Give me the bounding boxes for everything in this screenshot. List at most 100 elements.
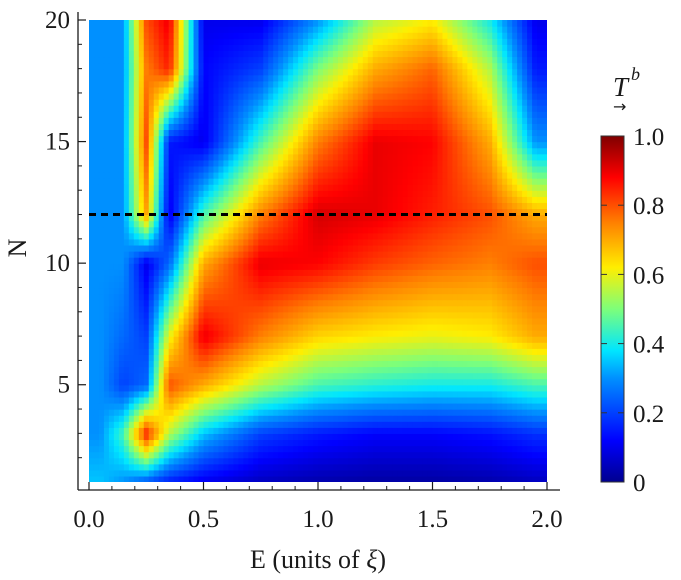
heatmap-cell xyxy=(303,311,309,319)
heatmap-cell xyxy=(492,402,498,410)
heatmap-cell xyxy=(347,451,354,459)
heatmap-cell xyxy=(98,202,105,210)
heatmap-cell xyxy=(178,354,185,362)
heatmap-cell xyxy=(332,463,339,471)
heatmap-cell xyxy=(472,323,478,331)
heatmap-cell xyxy=(263,257,269,264)
heatmap-cell xyxy=(362,196,369,203)
heatmap-cell xyxy=(502,354,508,362)
heatmap-cell xyxy=(248,451,254,459)
heatmap-cell xyxy=(278,402,284,410)
heatmap-cell xyxy=(193,196,200,203)
heatmap-cell xyxy=(532,238,538,246)
heatmap-cell xyxy=(377,384,384,392)
heatmap-cell xyxy=(253,469,259,477)
heatmap-cell xyxy=(228,427,234,434)
heatmap-cell xyxy=(367,366,374,374)
heatmap-cell xyxy=(467,263,473,270)
heatmap-cell xyxy=(138,171,145,179)
heatmap-cell xyxy=(103,281,110,289)
heatmap-cell xyxy=(298,257,304,264)
heatmap-cell xyxy=(522,275,528,282)
heatmap-cell xyxy=(392,330,399,337)
heatmap-cell xyxy=(522,360,528,368)
heatmap-cell xyxy=(422,238,429,246)
heatmap-cell xyxy=(377,409,384,416)
heatmap-cell xyxy=(377,415,384,422)
heatmap-cell xyxy=(447,336,454,343)
heatmap-cell xyxy=(517,427,523,434)
heatmap-cell xyxy=(213,384,220,392)
heatmap-cell xyxy=(273,214,279,222)
heatmap-cell xyxy=(243,390,249,398)
heatmap-cell xyxy=(387,257,394,264)
heatmap-cell xyxy=(437,263,444,270)
heatmap-cell xyxy=(213,299,220,307)
heatmap-cell xyxy=(148,208,155,216)
heatmap-cell xyxy=(527,402,533,410)
heatmap-cell xyxy=(118,439,125,447)
heatmap-cell xyxy=(427,190,434,197)
heatmap-cell xyxy=(357,354,364,362)
heatmap-cell xyxy=(532,402,538,410)
heatmap-cell xyxy=(113,469,120,477)
heatmap-cell xyxy=(278,171,284,179)
heatmap-cell xyxy=(392,384,399,392)
heatmap-cell xyxy=(542,451,547,459)
heatmap-cell xyxy=(452,475,458,482)
heatmap-cell xyxy=(93,275,100,282)
heatmap-cell xyxy=(138,475,145,482)
heatmap-cell xyxy=(452,396,458,404)
heatmap-cell xyxy=(412,348,419,355)
heatmap-cell xyxy=(492,153,498,161)
heatmap-cell xyxy=(487,336,493,343)
heatmap-cell xyxy=(278,311,284,319)
heatmap-cell xyxy=(188,238,195,246)
heatmap-cell xyxy=(138,372,145,380)
heatmap-cell xyxy=(278,214,284,222)
heatmap-cell xyxy=(342,421,349,428)
heatmap-cell xyxy=(332,251,339,258)
heatmap-cell xyxy=(412,396,419,404)
heatmap-cell xyxy=(382,457,389,465)
heatmap-cell xyxy=(258,354,264,362)
heatmap-cell xyxy=(382,159,389,167)
heatmap-cell xyxy=(213,354,220,362)
heatmap-cell xyxy=(313,402,319,410)
heatmap-cell xyxy=(542,348,547,355)
heatmap-cell xyxy=(477,275,483,282)
heatmap-cell xyxy=(153,244,160,252)
heatmap-cell xyxy=(467,475,473,482)
heatmap-cell xyxy=(233,147,239,155)
heatmap-cell xyxy=(437,366,444,374)
heatmap-cell xyxy=(542,251,547,258)
heatmap-cell xyxy=(218,330,225,337)
heatmap-cell xyxy=(208,220,215,228)
heatmap-cell xyxy=(467,287,473,295)
heatmap-cell xyxy=(457,409,463,416)
heatmap-cell xyxy=(173,360,180,368)
heatmap-cell xyxy=(258,257,264,264)
heatmap-cell xyxy=(113,244,120,252)
heatmap-cell xyxy=(392,184,399,191)
heatmap-cell xyxy=(183,421,190,428)
heatmap-cell xyxy=(133,226,140,234)
heatmap-cell xyxy=(258,293,264,301)
heatmap-cell xyxy=(482,323,488,331)
heatmap-cell xyxy=(407,275,414,282)
heatmap-cell xyxy=(352,299,359,307)
heatmap-cell xyxy=(392,354,399,362)
heatmap-cell xyxy=(337,372,344,380)
heatmap-cell xyxy=(542,421,547,428)
heatmap-cell xyxy=(298,287,304,295)
heatmap-cell xyxy=(527,348,533,355)
heatmap-cell xyxy=(318,384,324,392)
heatmap-cell xyxy=(407,475,414,482)
heatmap-cell xyxy=(103,378,110,386)
heatmap-cell xyxy=(407,390,414,398)
heatmap-cell xyxy=(133,159,140,167)
heatmap-cell xyxy=(327,402,334,410)
heatmap-cell xyxy=(98,251,105,258)
heatmap-cell xyxy=(163,457,170,465)
heatmap-cell xyxy=(238,190,244,197)
